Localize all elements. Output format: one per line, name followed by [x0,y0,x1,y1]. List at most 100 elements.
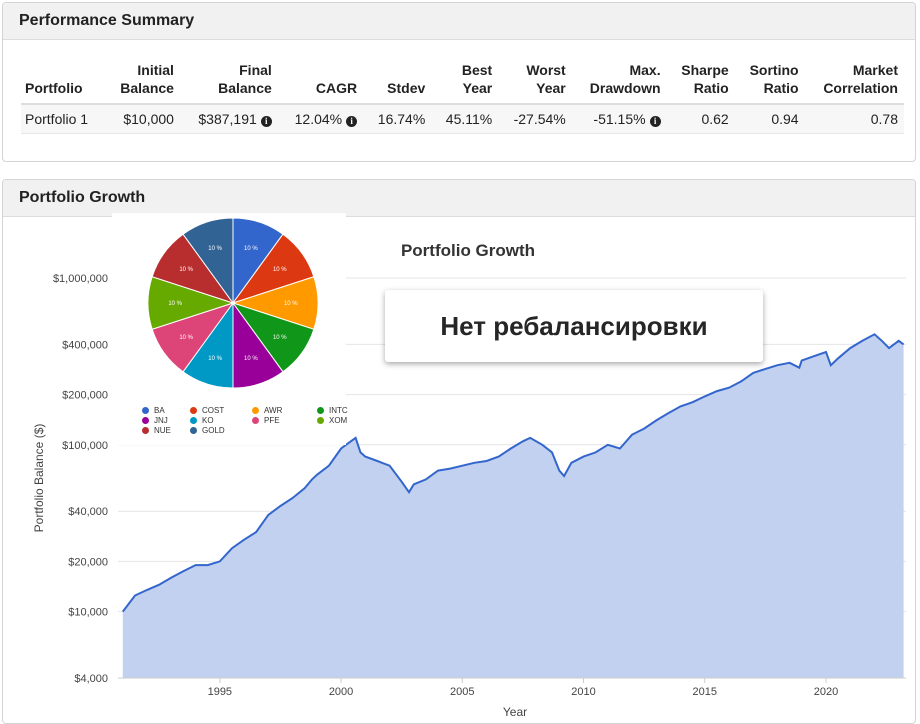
legend-label: BA [154,406,165,415]
x-tick-label: 2015 [693,686,717,698]
column-header-text: Year [536,80,566,96]
table-row: Portfolio 1 $10,000 $387,191 i 12.04% i 16… [21,104,904,134]
column-header-text: Sharpe [681,62,729,78]
final-balance-value: $387,191 [198,111,257,127]
pie-legend-item: JNJ [142,416,168,426]
column-header-text: Portfolio [25,80,83,96]
legend-swatch [317,407,324,414]
pie-legend-item: AWR [252,406,282,416]
x-axis-ticks: 1995 2000 2005 2010 2015 2020 [118,677,906,698]
column-header: Final Balance [179,58,278,105]
pie-slice-label: 10 % [284,301,298,307]
info-icon[interactable]: i [346,116,358,127]
pie-slice-label: 10 % [179,335,193,341]
pie-slice-label: 10 % [168,301,182,307]
cell-final-balance: $387,191 i [179,104,278,134]
column-header-text: Ratio [693,80,729,96]
cell-portfolio: Portfolio 1 [21,104,105,134]
x-tick-label: 2005 [450,686,474,698]
cell-worst-year: -27.54% [498,104,572,134]
pie-slice-label: 10 % [208,356,222,362]
pie-legend-item: XOM [317,416,347,426]
column-header-text: Sortino [749,62,799,78]
pie-slice-gold [182,217,234,305]
cell-market-correlation: 0.78 [804,104,904,134]
pie-slice-label: 10 % [179,267,193,273]
allocation-pie-chart: 10 % 10 % 10 % 10 % 10 % 10 % 10 % 10 % 10 % 10 % [147,217,319,389]
column-header-text: Balance [218,80,272,96]
legend-label: GOLD [202,426,225,435]
column-header-text: Year [462,80,493,96]
column-header-text: Best [461,62,493,78]
column-header: Sharpe Ratio [666,58,735,105]
growth-line [122,333,905,613]
legend-swatch [142,417,149,424]
cell-initial-balance: $10,000 [104,104,180,134]
pie-slice-label: 10 % [244,246,258,252]
legend-swatch [142,427,149,434]
column-header-text: Ratio [763,80,799,96]
pie-legend-item: KO [190,416,214,426]
column-header: Portfolio [21,58,105,105]
column-header-text: CAGR [315,80,358,96]
growth-area-fill [122,334,904,678]
y-tick-label: $4,000 [74,673,108,685]
allocation-pie-overlay: 10 % 10 % 10 % 10 % 10 % 10 % 10 % 10 % 10 % 10 %… [112,213,348,445]
pie-slice-label: 10 % [273,335,287,341]
legend-swatch [252,407,259,414]
legend-swatch [142,407,149,414]
legend-swatch [317,417,324,424]
cell-stdev: 16.74% [363,104,432,134]
cell-max-drawdown: -51.15% i [571,104,667,134]
pie-slice-label: 10 % [244,356,258,362]
column-header-text: Final [239,62,272,78]
cell-best-year: 45.11% [431,104,499,134]
legend-label: KO [202,416,214,425]
performance-summary-panel: Performance Summary Portfolio Initial Bala… [2,2,916,162]
y-tick-label: $10,000 [68,607,108,619]
legend-label: XOM [329,416,348,425]
y-tick-label: $100,000 [62,440,108,452]
x-tick-label: 2020 [814,686,838,698]
column-header: Max. Drawdown [571,58,667,105]
column-header: Market Correlation [804,58,904,105]
legend-swatch [190,407,197,414]
legend-label: AWR [264,406,283,415]
column-header-text: Worst [526,62,566,78]
cell-sharpe-ratio: 0.62 [666,104,735,134]
portfolio-growth-panel-title: Portfolio Growth [3,180,915,217]
legend-label: COST [202,406,225,415]
pie-slice-label: 10 % [273,267,287,273]
info-icon[interactable]: i [260,116,272,127]
column-header-text: Drawdown [589,80,661,96]
legend-swatch [190,427,197,434]
column-header: Initial Balance [104,58,180,105]
y-axis-label: Portfolio Balance ($) [32,424,46,533]
chart-title: Portfolio Growth [401,241,535,260]
y-tick-label: $1,000,000 [53,273,108,285]
y-tick-label: $200,000 [62,390,108,402]
table-header-row: Portfolio Initial Balance Final Balance CAGR S… [21,58,904,105]
pie-legend-item: PFE [252,416,280,426]
column-header-text: Max. [629,62,661,78]
column-header: Stdev [363,58,432,105]
column-header-text: Correlation [823,80,898,96]
x-tick-label: 2000 [329,686,353,698]
cagr-value: 12.04% [294,111,343,127]
column-header: Sortino Ratio [734,58,805,105]
cell-sortino-ratio: 0.94 [734,104,805,134]
pie-legend-item: INTC [317,406,348,416]
legend-label: JNJ [154,416,168,425]
legend-swatch [190,417,197,424]
info-icon[interactable]: i [649,116,661,127]
pie-legend-item: GOLD [190,426,225,436]
y-tick-label: $400,000 [62,339,108,351]
pie-legend-item: COST [190,406,224,416]
x-tick-label: 1995 [208,686,232,698]
pie-legend-item: BA [142,406,165,416]
no-rebalancing-callout: Нет ребалансировки [385,290,763,362]
y-tick-label: $20,000 [68,556,108,568]
legend-label: INTC [329,406,348,415]
column-header-text: Balance [120,80,174,96]
